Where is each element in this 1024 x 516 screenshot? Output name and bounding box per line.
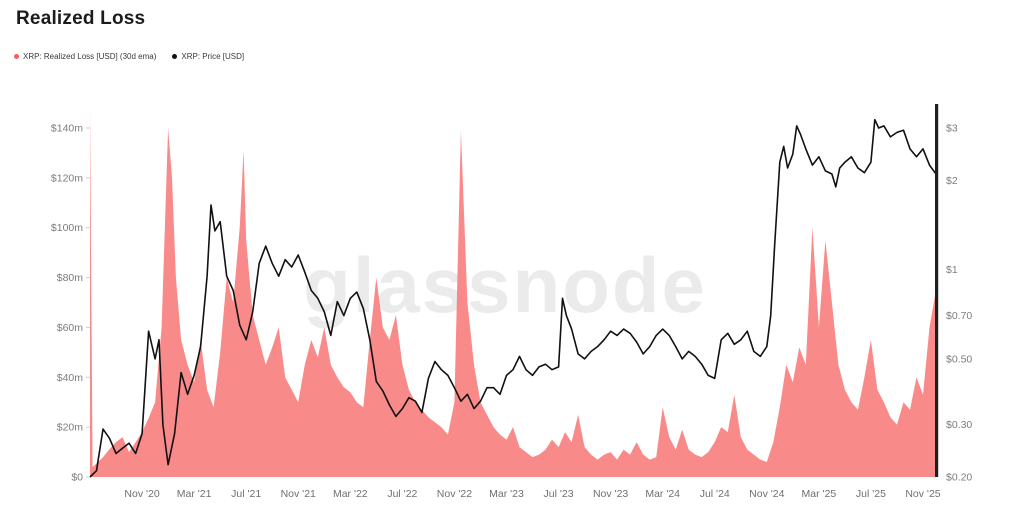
left-axis-label: $0: [71, 472, 83, 484]
legend-label-price: XRP: Price [USD]: [181, 52, 245, 61]
x-axis-label: Nov '20: [124, 488, 159, 500]
left-axis-label: $120m: [51, 172, 83, 184]
x-axis-label: Nov '23: [593, 488, 628, 500]
x-axis-label: Mar '22: [333, 488, 368, 500]
right-axis-label: $1: [946, 264, 958, 276]
legend: XRP: Realized Loss [USD] (30d ema) XRP: …: [14, 52, 244, 61]
x-axis-label: Jul '23: [544, 488, 574, 500]
right-axis-label: $0.50: [946, 353, 972, 365]
x-axis-label: Nov '21: [281, 488, 316, 500]
x-axis-label: Jul '24: [700, 488, 730, 500]
x-axis-label: Nov '24: [749, 488, 784, 500]
x-axis-label: Mar '23: [489, 488, 524, 500]
legend-item-realized-loss[interactable]: XRP: Realized Loss [USD] (30d ema): [14, 52, 156, 61]
x-axis-label: Jul '22: [387, 488, 417, 500]
right-axis-label: $0.20: [946, 472, 972, 484]
left-axis-label: $80m: [57, 272, 84, 284]
price-line: [89, 118, 937, 478]
x-axis-label: Mar '25: [802, 488, 837, 500]
x-axis-label: Nov '25: [905, 488, 940, 500]
x-axis-label: Jul '25: [856, 488, 886, 500]
right-axis-label: $3: [946, 123, 958, 135]
x-axis-label: Nov '22: [437, 488, 472, 500]
right-axis-line: [935, 104, 939, 477]
right-axis-label: $2: [946, 175, 958, 187]
glassnode-watermark: glassnode: [303, 241, 707, 329]
legend-dot-realized-loss: [14, 54, 19, 59]
left-axis-label: $40m: [57, 372, 84, 384]
legend-dot-price: [172, 54, 178, 59]
legend-label-realized-loss: XRP: Realized Loss [USD] (30d ema): [23, 52, 157, 61]
left-axis-label: $60m: [57, 322, 84, 334]
realized-loss-area: [90, 108, 936, 477]
x-axis-label: Jul '21: [231, 488, 261, 500]
legend-item-price[interactable]: XRP: Price [USD]: [172, 52, 244, 61]
page-title: Realized Loss: [16, 8, 146, 29]
left-axis-label: $140m: [51, 123, 83, 135]
left-axis-label: $100m: [51, 222, 83, 234]
left-axis-label: $20m: [57, 422, 84, 434]
x-axis-label: Mar '21: [177, 488, 212, 500]
x-axis-label: Mar '24: [645, 488, 680, 500]
right-axis-label: $0.70: [946, 310, 972, 322]
right-axis-label: $0.30: [946, 419, 972, 431]
